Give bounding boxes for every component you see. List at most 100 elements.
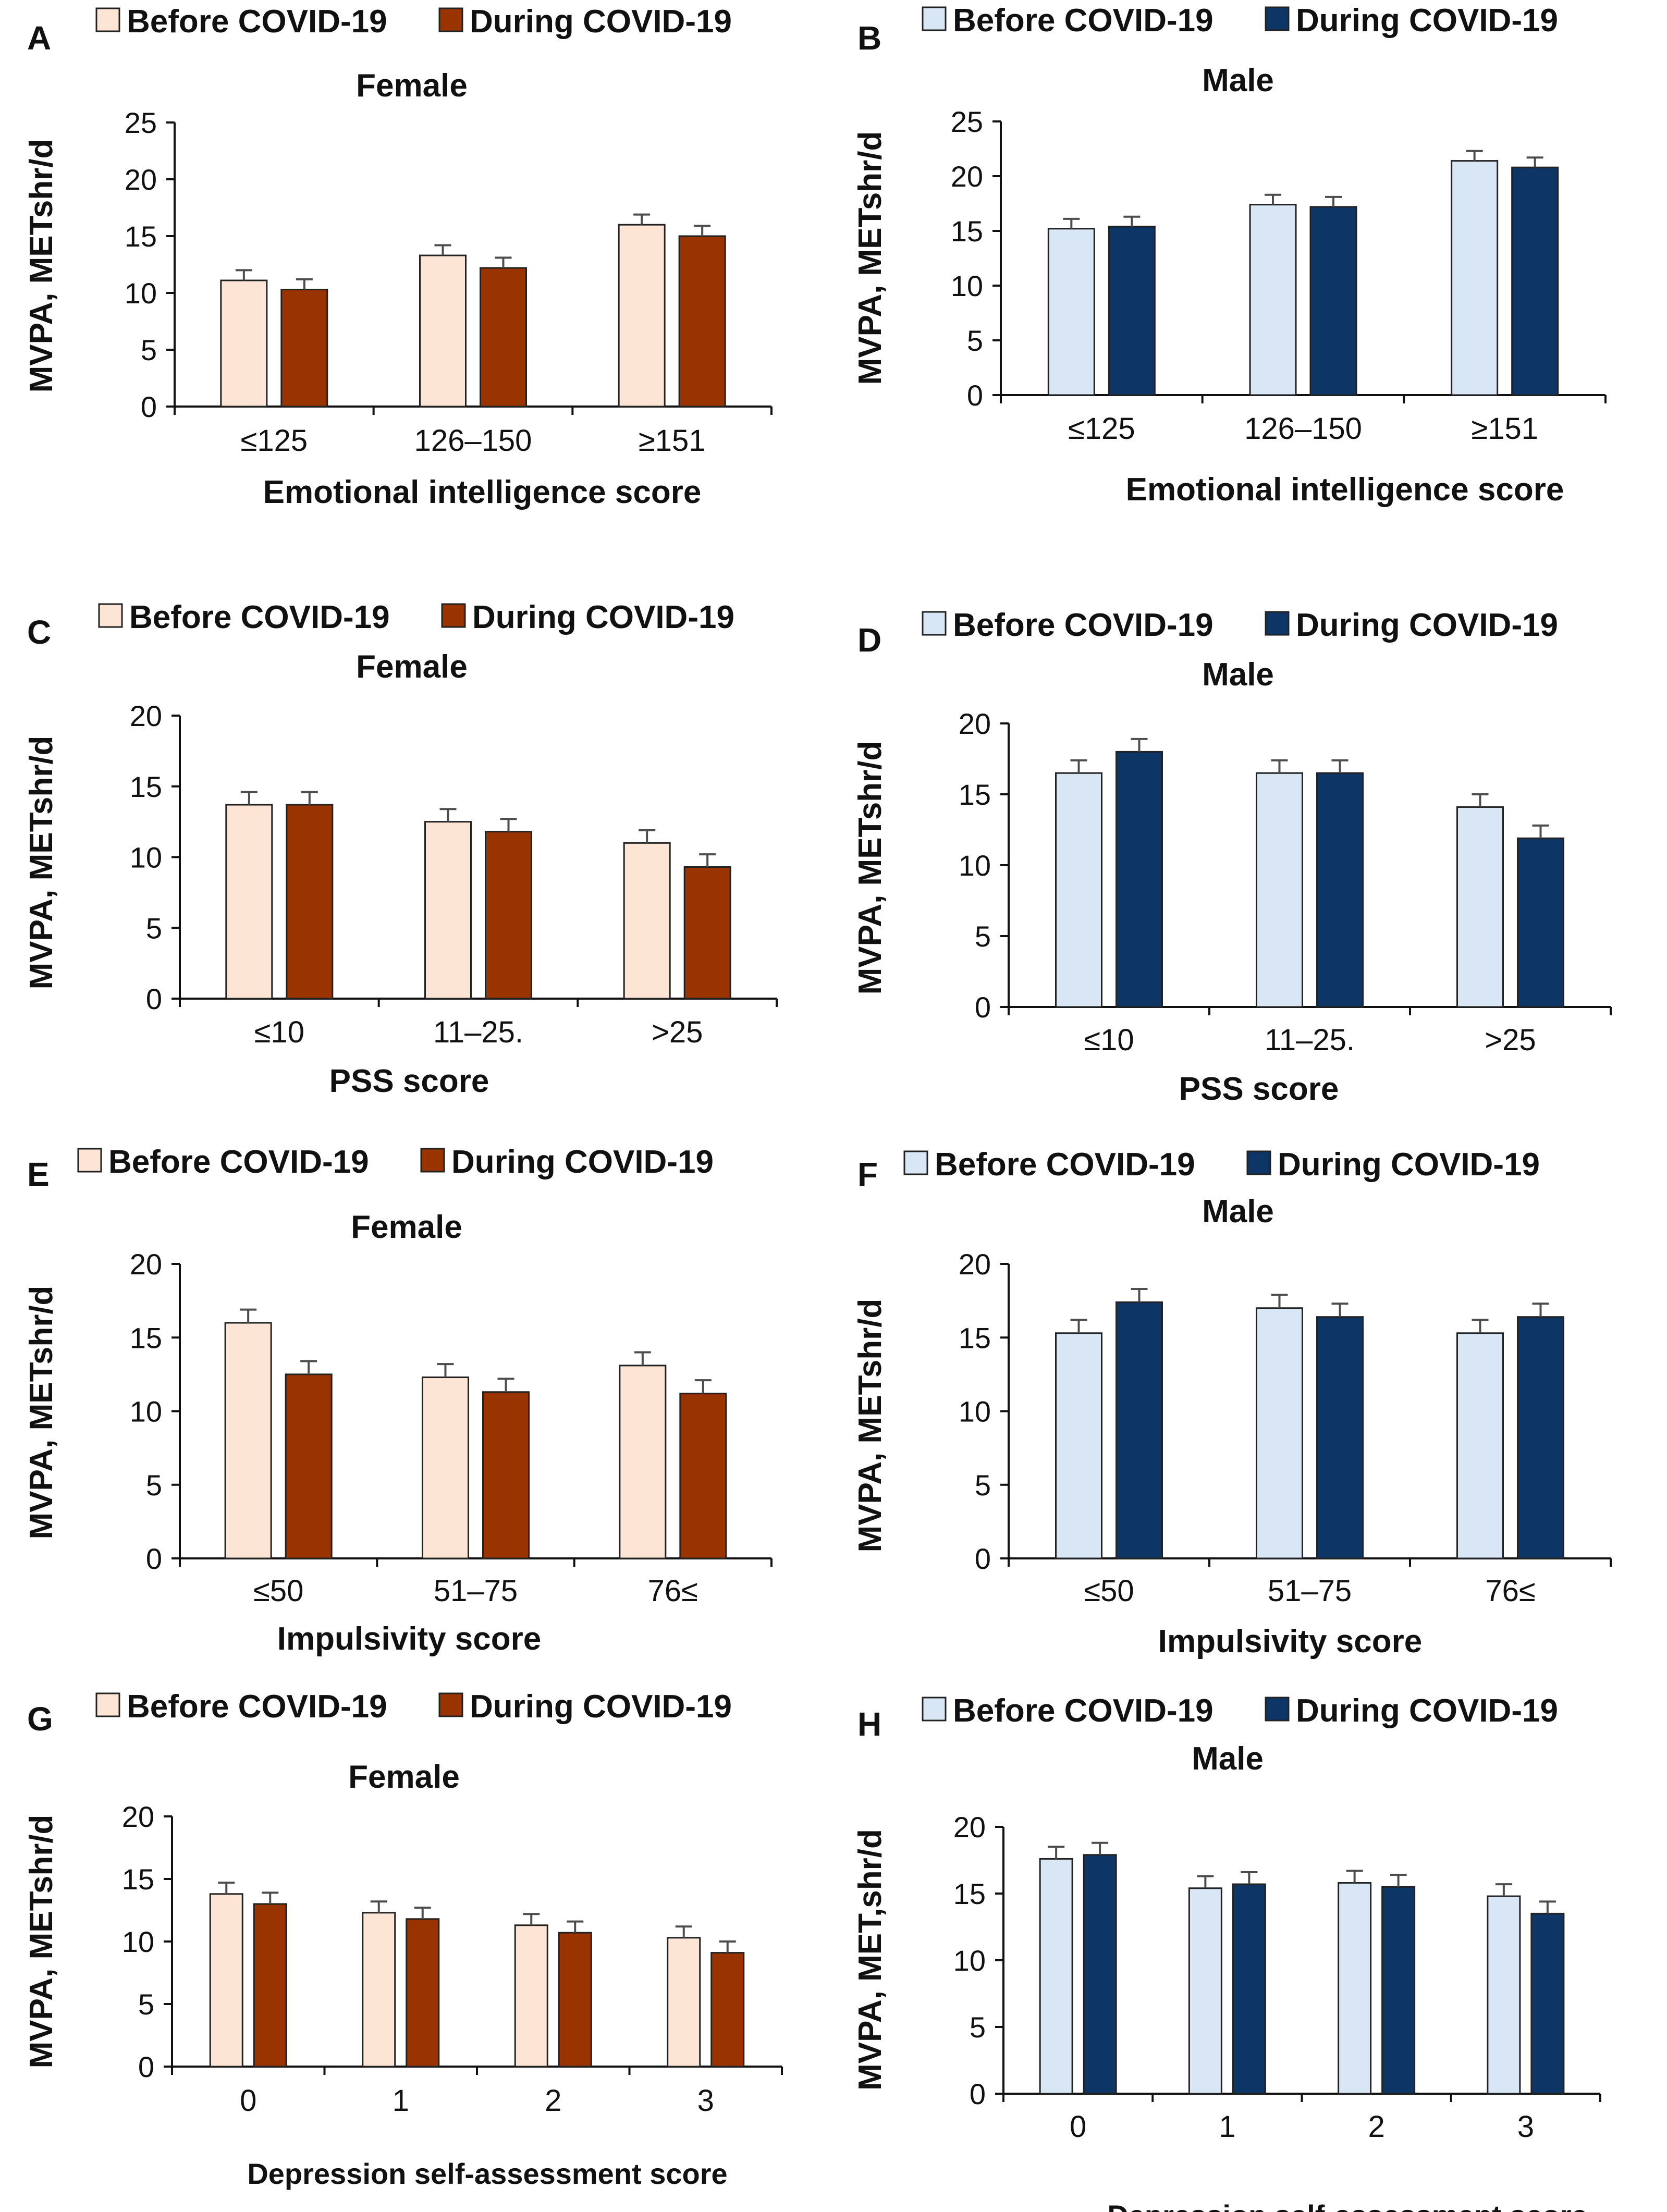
panel-letter: H — [857, 1705, 881, 1743]
y-tick-label: 15 — [953, 1877, 986, 1910]
bar-during-2 — [678, 235, 726, 408]
bar-during-1 — [406, 1918, 440, 2068]
y-tick-label: 10 — [130, 841, 162, 874]
bar-during-2 — [1511, 166, 1559, 396]
legend-label-during: During COVID-19 — [1296, 3, 1558, 39]
y-tick-label: 10 — [130, 1395, 162, 1428]
legend-swatch-during — [1265, 1697, 1290, 1722]
bar-during-2 — [1517, 1316, 1564, 1559]
bar-before-2 — [623, 842, 671, 1000]
bar-before-0 — [225, 804, 273, 1000]
bar-during-0 — [253, 1903, 287, 2068]
legend-label-during: During COVID-19 — [470, 4, 732, 40]
bar-during-1 — [482, 1391, 530, 1559]
x-tick-label: 126–150 — [414, 424, 532, 458]
bar-during-1 — [1316, 772, 1364, 1008]
x-tick-label: ≤125 — [1068, 412, 1135, 446]
chart-title: Female — [351, 1209, 462, 1245]
bar-before-2 — [1338, 1882, 1372, 2095]
x-tick-label: 1 — [1219, 2110, 1235, 2144]
panel-d: D Before COVID-19 During COVID-19 Male 0 5 10 1… — [852, 607, 1612, 1107]
y-axis-label: MVPA, METshr/d — [23, 1815, 59, 2069]
y-tick-label: 0 — [141, 390, 157, 423]
bar-during-0 — [1116, 751, 1163, 1008]
legend-swatch-during — [420, 1148, 445, 1173]
legend-swatch-during — [441, 603, 466, 628]
y-tick-label: 25 — [125, 106, 157, 139]
bar-before-0 — [1047, 228, 1095, 396]
x-tick-label: ≤10 — [1084, 1023, 1134, 1057]
legend-label-during: During COVID-19 — [470, 1689, 732, 1725]
y-axis-label: MVPA, MET,shr/d — [852, 1829, 888, 2091]
y-tick-label: 15 — [130, 1321, 162, 1354]
bar-during-2 — [558, 1932, 592, 2068]
bar-during-2 — [1381, 1886, 1416, 2095]
legend-swatch-during — [438, 7, 463, 32]
y-tick-label: 0 — [146, 982, 162, 1015]
x-tick-label: 0 — [1070, 2110, 1086, 2144]
bar-during-2 — [1517, 837, 1564, 1008]
panel-letter: E — [27, 1156, 50, 1193]
y-tick-label: 5 — [146, 912, 162, 944]
x-tick-label: >25 — [1485, 1023, 1536, 1057]
x-axis-label: Emotional intelligence score — [1126, 472, 1564, 508]
y-tick-label: 20 — [122, 1800, 154, 1833]
chart-title: Male — [1202, 657, 1274, 693]
bar-before-2 — [1456, 1332, 1504, 1559]
legend-label-during: During COVID-19 — [472, 599, 734, 635]
bar-before-0 — [220, 279, 268, 408]
x-axis-label: Emotional intelligence score — [263, 474, 702, 510]
x-tick-label: 76≤ — [1485, 1574, 1535, 1608]
x-tick-label: ≤50 — [1084, 1574, 1134, 1608]
y-tick-label: 0 — [975, 1542, 991, 1575]
x-tick-label: 3 — [697, 2084, 714, 2118]
bar-before-0 — [1055, 772, 1102, 1008]
bar-during-1 — [1309, 206, 1357, 396]
y-tick-label: 5 — [967, 324, 983, 357]
bar-during-0 — [1083, 1854, 1117, 2095]
x-tick-label: 76≤ — [648, 1574, 698, 1608]
y-tick-label: 5 — [141, 334, 157, 366]
y-tick-label: 15 — [951, 215, 983, 248]
legend-label-before: Before COVID-19 — [108, 1144, 369, 1180]
x-axis-label: Depression self-assessment score — [1107, 2199, 1587, 2212]
x-tick-label: 11–25. — [433, 1015, 523, 1049]
legend-label-before: Before COVID-19 — [127, 4, 387, 40]
x-axis-label: PSS score — [329, 1063, 489, 1099]
y-axis-label: MVPA, METshr/d — [23, 1286, 59, 1540]
y-axis-label: MVPA, METshr/d — [852, 1299, 888, 1553]
y-tick-label: 20 — [959, 1248, 991, 1281]
y-tick-label: 15 — [122, 1863, 154, 1896]
legend-label-during: During COVID-19 — [451, 1144, 714, 1180]
x-tick-label: 3 — [1517, 2110, 1534, 2144]
panel-letter: C — [27, 613, 51, 651]
legend-swatch-before — [922, 1697, 947, 1722]
bar-before-1 — [1249, 204, 1297, 396]
bar-during-0 — [1116, 1301, 1163, 1559]
bar-before-3 — [1487, 1895, 1521, 2095]
bar-during-3 — [1530, 1912, 1565, 2095]
panel-letter: G — [27, 1700, 53, 1738]
bar-before-1 — [424, 821, 472, 1000]
y-tick-label: 10 — [951, 269, 983, 302]
legend-swatch-before — [95, 1692, 120, 1717]
legend-label-before: Before COVID-19 — [953, 1693, 1214, 1729]
legend-swatch-before — [922, 6, 947, 31]
x-tick-label: ≤50 — [253, 1574, 303, 1608]
y-tick-label: 10 — [125, 277, 157, 310]
bar-before-1 — [422, 1377, 469, 1559]
legend-swatch-before — [922, 611, 947, 636]
y-tick-label: 0 — [967, 379, 983, 412]
y-tick-label: 0 — [970, 2078, 986, 2110]
y-tick-label: 0 — [975, 991, 991, 1024]
bar-during-3 — [710, 1952, 745, 2068]
bar-before-0 — [1039, 1858, 1073, 2095]
y-tick-label: 10 — [122, 1925, 154, 1958]
x-tick-label: 2 — [1368, 2110, 1384, 2144]
bar-before-1 — [1256, 1307, 1303, 1559]
bar-during-1 — [480, 267, 527, 408]
panel-e: E Before COVID-19 During COVID-19Female051… — [23, 1144, 773, 1657]
y-tick-label: 20 — [130, 1248, 162, 1281]
